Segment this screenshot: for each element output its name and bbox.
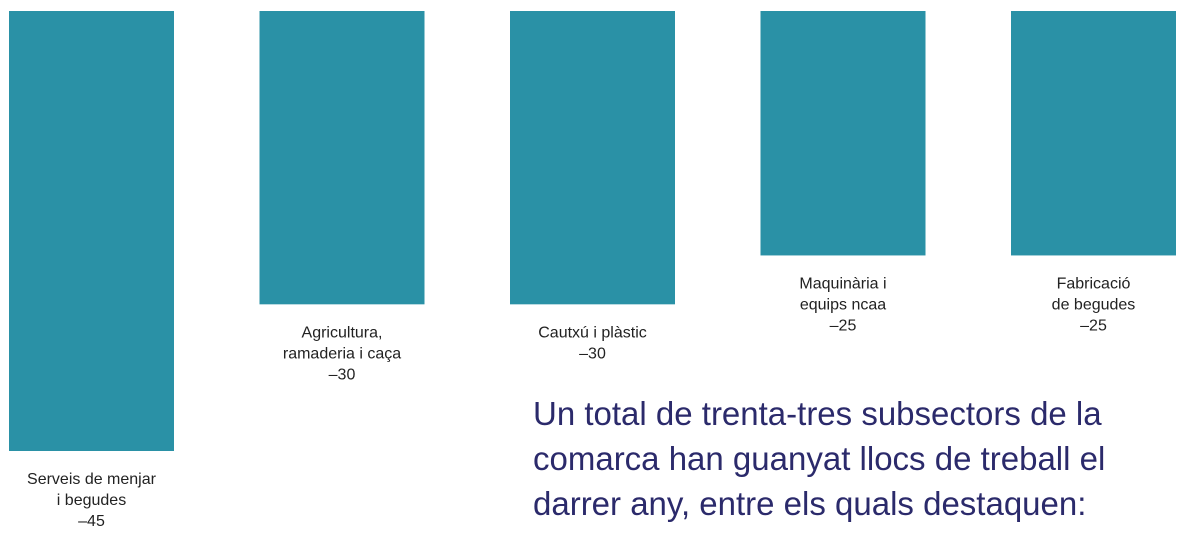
value-label: –25 <box>830 318 857 335</box>
value-label: –30 <box>579 346 606 363</box>
category-label: Agricultura, <box>302 325 383 342</box>
annotation: comarca han guanyat llocs de treball el <box>533 440 1105 477</box>
category-label: Serveis de menjar <box>27 471 157 488</box>
bar <box>1011 11 1176 256</box>
value-label: –45 <box>78 513 105 530</box>
category-label: Maquinària i <box>799 276 886 293</box>
category-label: equips ncaa <box>800 297 886 314</box>
annotation: Un total de trenta-tres subsectors de la <box>533 395 1102 432</box>
value-label: –25 <box>1080 318 1107 335</box>
category-label: i begudes <box>57 492 126 509</box>
annotation: darrer any, entre els quals destaquen: <box>533 485 1086 522</box>
bar <box>760 11 926 256</box>
bar <box>9 11 174 451</box>
bar <box>259 11 425 305</box>
category-label: ramaderia i caça <box>283 346 401 363</box>
category-label: Fabricació <box>1057 276 1131 293</box>
bar <box>510 11 675 305</box>
category-label: de begudes <box>1052 297 1136 314</box>
category-label: Cautxú i plàstic <box>538 325 647 342</box>
value-label: –30 <box>329 367 356 384</box>
